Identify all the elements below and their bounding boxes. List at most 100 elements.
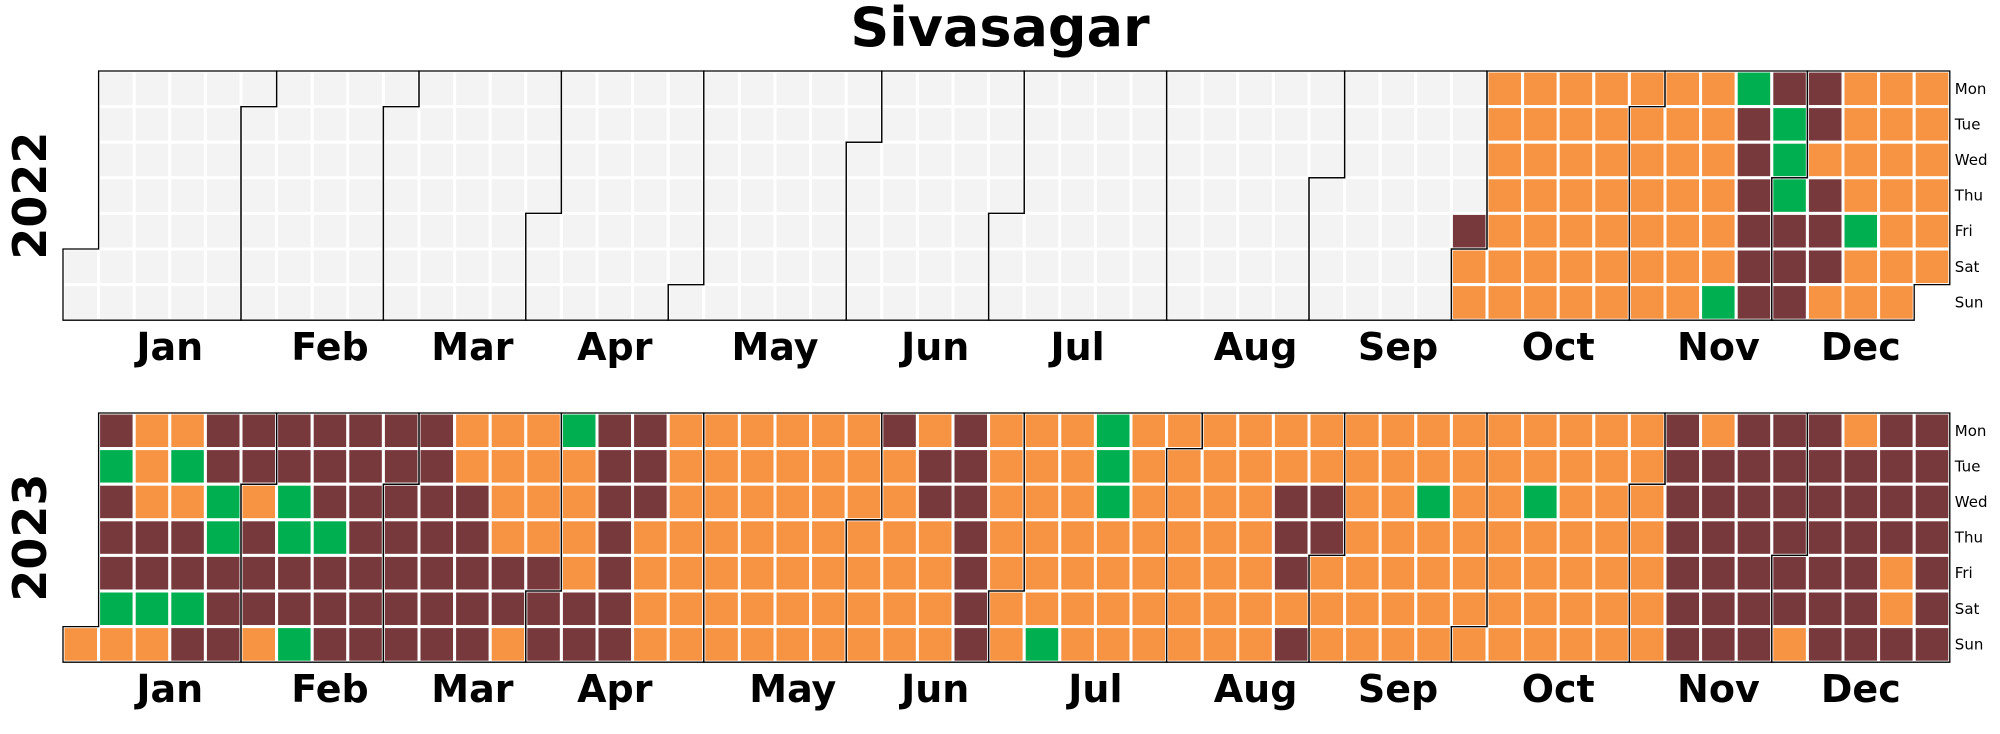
- chart-title: Sivasagar: [850, 0, 1150, 59]
- day-cell-2022-02-06: [239, 283, 279, 322]
- day-cell-2022-11-08: [1663, 105, 1703, 144]
- day-cell-2022-10-17: [1556, 69, 1596, 109]
- day-cell-2022-04-14: [595, 176, 635, 215]
- day-cell-2023-08-19: [1236, 589, 1275, 629]
- day-cell-2022-12-09: [1805, 211, 1845, 251]
- day-cell-2023-05-14: [737, 625, 777, 664]
- day-cell-2022-09-12: [1378, 69, 1418, 109]
- day-cell-2022-09-19: [1414, 69, 1453, 109]
- day-cell-2022-09-29: [1449, 176, 1489, 215]
- year-label-2022: 2022: [3, 132, 57, 260]
- day-cell-2022-11-12: [1663, 247, 1703, 287]
- day-cell-2023-10-27: [1592, 553, 1631, 593]
- day-cell-2022-04-10: [559, 283, 599, 322]
- day-cell-2023-02-24: [346, 553, 385, 593]
- day-cell-2022-10-09: [1485, 283, 1525, 322]
- day-cell-2023-01-27: [203, 553, 243, 593]
- day-cell-2022-08-20: [1236, 247, 1275, 287]
- day-cell-2022-12-11: [1805, 283, 1845, 322]
- day-cell-2022-06-16: [915, 176, 955, 215]
- day-cell-2023-12-28: [1912, 518, 1952, 557]
- day-cell-2023-03-01: [381, 482, 421, 522]
- day-cell-2023-05-21: [773, 625, 813, 664]
- day-cell-2022-04-07: [559, 176, 599, 215]
- day-cell-2023-07-20: [1093, 518, 1133, 557]
- day-cell-2023-02-25: [346, 589, 385, 629]
- day-cell-2023-05-19: [773, 553, 813, 593]
- day-cell-2022-07-29: [1129, 211, 1169, 251]
- year-label-2023: 2023: [3, 474, 57, 602]
- day-cell-2022-06-30: [987, 176, 1026, 215]
- day-cell-2023-08-18: [1236, 553, 1275, 593]
- day-cell-2023-02-27: [381, 411, 421, 451]
- day-cell-2022-04-19: [631, 105, 670, 144]
- day-cell-2022-11-30: [1770, 140, 1809, 180]
- day-cell-2023-09-01: [1307, 553, 1347, 593]
- day-cell-2023-09-03: [1307, 625, 1347, 664]
- day-cell-2022-10-06: [1485, 176, 1525, 215]
- day-cell-2023-10-12: [1521, 518, 1560, 557]
- day-cell-2022-07-11: [1058, 69, 1097, 109]
- day-cell-2022-02-05: [239, 247, 279, 287]
- day-cell-2022-01-07: [97, 211, 136, 251]
- day-cell-2022-05-23: [809, 69, 848, 109]
- month-label-dec: Dec: [1821, 667, 1901, 711]
- day-cell-2023-01-19: [168, 518, 207, 557]
- day-cell-2022-01-20: [168, 176, 207, 215]
- day-cell-2023-01-12: [132, 518, 172, 557]
- day-cell-2023-04-23: [631, 625, 670, 664]
- day-cell-2023-12-04: [1805, 411, 1845, 451]
- day-cell-2022-12-10: [1805, 247, 1845, 287]
- day-cell-2022-09-30: [1449, 211, 1489, 251]
- day-cell-2022-10-07: [1485, 211, 1525, 251]
- day-cell-2022-01-25: [203, 105, 243, 144]
- day-cell-2023-01-31: [239, 447, 279, 486]
- day-cell-2022-03-27: [488, 283, 528, 322]
- day-cell-2023-06-27: [987, 447, 1026, 486]
- day-cell-2022-08-30: [1307, 105, 1347, 144]
- day-cell-2022-02-07: [275, 69, 314, 109]
- day-cell-2023-11-01: [1627, 482, 1667, 522]
- day-cell-2023-06-18: [915, 625, 955, 664]
- day-cell-2022-11-04: [1627, 211, 1667, 251]
- day-cell-2023-07-14: [1058, 553, 1097, 593]
- day-cell-2022-10-28: [1592, 211, 1631, 251]
- day-cell-2023-12-17: [1841, 625, 1881, 664]
- day-cell-2023-03-23: [488, 518, 528, 557]
- day-cell-2022-01-03: [97, 69, 136, 109]
- month-label-apr: Apr: [577, 667, 653, 711]
- day-cell-2022-03-02: [381, 140, 421, 180]
- day-cell-2023-10-10: [1521, 447, 1560, 486]
- day-cell-2022-05-24: [809, 105, 848, 144]
- day-cell-2022-08-13: [1200, 247, 1240, 287]
- day-cell-2023-11-06: [1663, 411, 1703, 451]
- day-cell-2023-11-20: [1734, 411, 1774, 451]
- day-cell-2022-12-28: [1912, 140, 1952, 180]
- day-cell-2023-05-04: [702, 518, 741, 557]
- day-cell-2023-05-29: [844, 411, 884, 451]
- day-cell-2022-11-11: [1663, 211, 1703, 251]
- day-cell-2022-04-06: [559, 140, 599, 180]
- day-cell-2023-08-16: [1236, 482, 1275, 522]
- month-label-may: May: [731, 325, 818, 369]
- month-label-jul: Jul: [1065, 667, 1122, 711]
- day-cell-2023-10-22: [1556, 625, 1596, 664]
- day-cell-2022-04-11: [595, 69, 635, 109]
- month-label-jan: Jan: [133, 667, 203, 711]
- month-label-nov: Nov: [1677, 325, 1760, 369]
- day-cell-2022-09-27: [1449, 105, 1489, 144]
- day-cell-2023-10-16: [1556, 411, 1596, 451]
- day-cell-2022-11-17: [1699, 176, 1738, 215]
- day-cell-2022-04-26: [666, 105, 706, 144]
- day-cell-2023-01-16: [168, 411, 207, 451]
- day-cell-2023-08-11: [1200, 553, 1240, 593]
- day-cell-2023-09-19: [1414, 447, 1453, 486]
- day-cell-2023-10-17: [1556, 447, 1596, 486]
- day-cell-2022-08-09: [1200, 105, 1240, 144]
- day-cell-2023-01-22: [168, 625, 207, 664]
- day-cell-2022-08-21: [1236, 283, 1275, 322]
- day-cell-2022-01-01: [61, 247, 101, 287]
- day-cell-2022-10-12: [1521, 140, 1560, 180]
- day-cell-2022-05-09: [737, 69, 777, 109]
- day-cell-2023-07-03: [1022, 411, 1062, 451]
